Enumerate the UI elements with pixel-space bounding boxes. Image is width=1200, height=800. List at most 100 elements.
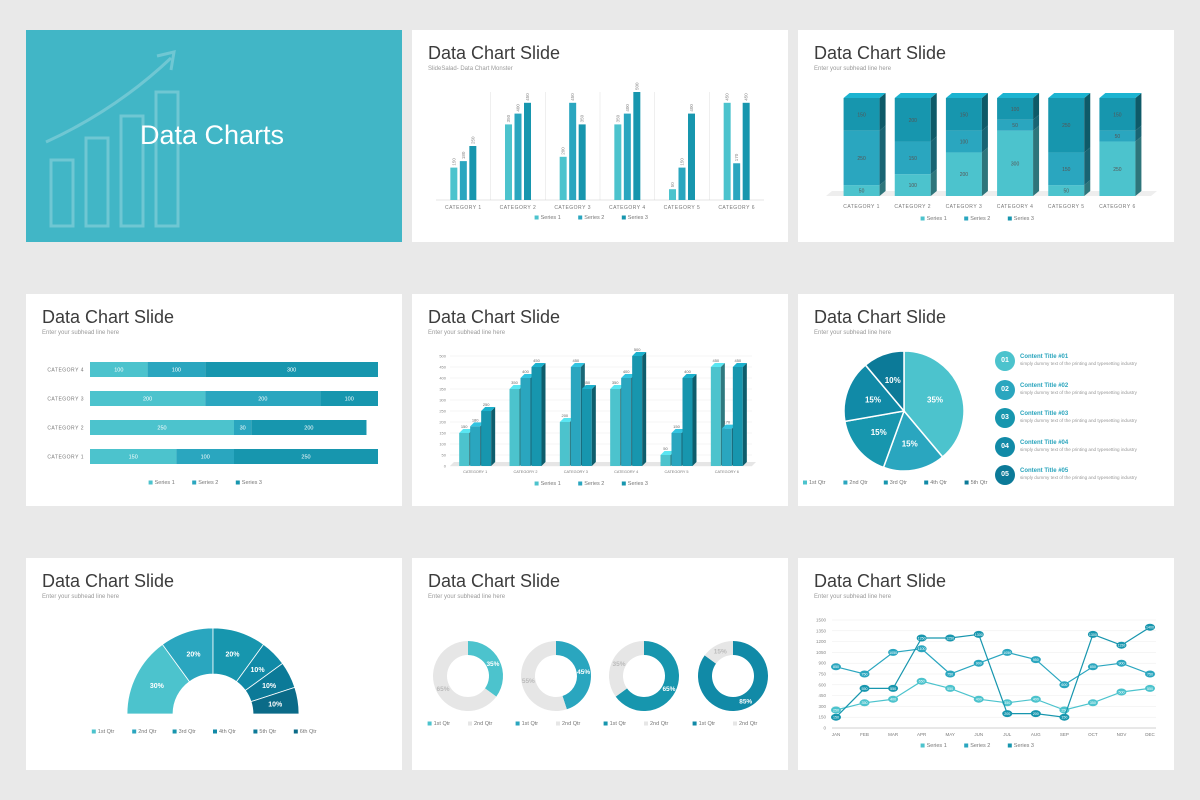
tick-label: CATEGORY 5	[664, 205, 701, 211]
tick-label: 350	[439, 387, 446, 392]
bar-side	[742, 363, 747, 466]
half-donut-chart: 30% 20% 20% 10% 10% 10% 1st Qtr 2nd Qtr 3rd Qtr 4…	[91, 627, 317, 735]
legend-label: 2nd Qtr	[138, 729, 157, 735]
bar-side	[692, 374, 697, 466]
cover-title: Data Charts	[140, 120, 285, 150]
data-label: 100	[201, 455, 210, 461]
tick-label: CATEGORY 2	[513, 470, 537, 474]
bar	[459, 433, 470, 466]
legend-swatch	[964, 480, 969, 485]
data-point	[1145, 670, 1155, 678]
bar-segment	[997, 119, 1034, 131]
bar-segment	[251, 420, 367, 435]
slide-title: Data Chart Slide	[428, 571, 561, 591]
data-label: 50	[663, 446, 668, 451]
data-label: 300	[1011, 161, 1020, 167]
tick-label: 450	[439, 365, 446, 370]
data-label: 400	[684, 369, 691, 374]
list-item: 02 Content Title #02 simply dummy text of …	[995, 379, 1170, 409]
list-item: 01 Content Title #01 simply dummy text of …	[995, 351, 1170, 380]
data-label: 150	[680, 158, 685, 166]
slide-3d-bar-chart[interactable]: Data Chart Slide Enter your subhead line…	[412, 294, 788, 506]
bar-side	[981, 93, 988, 131]
slide-half-donut-chart[interactable]: Data Chart Slide Enter your subhead line…	[26, 558, 402, 770]
legend-swatch	[534, 215, 539, 220]
slide-horizontal-bar-chart[interactable]: Data Chart Slide Enter your subhead line…	[26, 294, 402, 506]
bar-segment	[945, 130, 982, 153]
pie-slice	[844, 410, 906, 469]
legend-label: 1st Qtr	[610, 721, 627, 727]
legend-swatch	[924, 480, 929, 485]
slide-bar-chart[interactable]: Data Chart Slide SlideSalad- Data Chart …	[412, 30, 788, 242]
data-label: 15%	[902, 439, 918, 448]
data-label: 200	[304, 426, 313, 432]
data-label: 200	[143, 397, 152, 403]
tick-label: 1200	[816, 639, 827, 644]
donut-segment	[250, 686, 300, 715]
legend-swatch	[644, 721, 648, 726]
cover-slide[interactable]: Data Charts	[26, 30, 402, 242]
data-point	[859, 670, 870, 678]
slide-pie-chart[interactable]: Data Chart Slide Enter your subhead line…	[798, 294, 1174, 506]
donut-segment	[615, 641, 679, 711]
donut-segment	[698, 641, 768, 711]
data-label: 350	[615, 114, 620, 122]
data-label: 100	[114, 368, 123, 374]
bar	[559, 156, 567, 200]
data-label: 150	[909, 156, 918, 162]
bar-side	[1033, 93, 1040, 120]
data-label: 550	[862, 687, 868, 691]
data-point	[888, 648, 899, 656]
bar-top	[945, 93, 988, 98]
tick-label: FEB	[860, 732, 869, 737]
number-badge: 04	[995, 436, 1015, 457]
tick-label: CATEGORY 5	[1048, 204, 1085, 210]
data-label: 750	[862, 672, 868, 676]
slide-donut-charts[interactable]: Data Chart Slide Enter your subhead line…	[412, 558, 788, 770]
legend-swatch	[213, 729, 217, 734]
bar-segment	[1099, 130, 1136, 142]
tick-label: 1350	[816, 628, 827, 633]
legend-label: Series 2	[584, 481, 604, 487]
bar	[660, 455, 671, 466]
data-label: 35%	[927, 396, 943, 405]
pie-slice	[864, 350, 905, 414]
slide-title: Data Chart Slide	[814, 43, 947, 63]
legend-swatch	[556, 721, 560, 726]
bar-chart: 150 180 250 CATEGORY 1 350 400 450 CATEGORY 2 20…	[436, 82, 764, 221]
data-label: 350	[1004, 701, 1010, 705]
bar-segment	[843, 185, 880, 196]
content-title: Content Title #02	[1020, 382, 1069, 389]
horizontal-bar-chart: 100 100 300 CATEGORY 4 200 200 100 CATEGORY 3 25…	[47, 362, 378, 486]
data-label: 450	[572, 358, 579, 363]
bar	[578, 124, 586, 200]
slide-line-chart[interactable]: Data Chart Slide Enter your subhead line…	[798, 558, 1174, 770]
data-label: 350	[511, 380, 518, 385]
legend-label: 6th Qtr	[300, 729, 317, 735]
data-label: 55%	[522, 678, 535, 685]
data-point	[831, 713, 841, 721]
data-label: 50	[859, 189, 865, 195]
legend-label: 4th Qtr	[219, 729, 236, 735]
bar-top	[509, 385, 524, 389]
list-item: 03 Content Title #03 simply dummy text of …	[995, 408, 1170, 437]
legend-label: 2nd Qtr	[739, 721, 758, 727]
bar	[721, 428, 732, 466]
legend-swatch	[920, 743, 925, 748]
data-label: 45%	[577, 669, 590, 676]
data-point	[888, 684, 899, 692]
data-label: 350	[583, 380, 590, 385]
number-badge: 05	[995, 465, 1015, 486]
data-label: 250	[301, 455, 310, 461]
slide-stacked-3d-chart[interactable]: Data Chart Slide Enter your subhead line…	[798, 30, 1174, 242]
list-item: 05 Content Title #05 simply dummy text of …	[995, 465, 1170, 494]
legend-label: Series 3	[628, 215, 648, 221]
legend-swatch	[293, 729, 298, 734]
tick-label: 900	[818, 661, 826, 666]
data-label: 900	[976, 662, 982, 666]
bar-segment	[205, 362, 378, 377]
data-label: 200	[960, 172, 969, 178]
data-label: 1050	[1003, 651, 1011, 655]
series-line	[835, 648, 1151, 686]
slide-title: Data Chart Slide	[814, 571, 947, 591]
